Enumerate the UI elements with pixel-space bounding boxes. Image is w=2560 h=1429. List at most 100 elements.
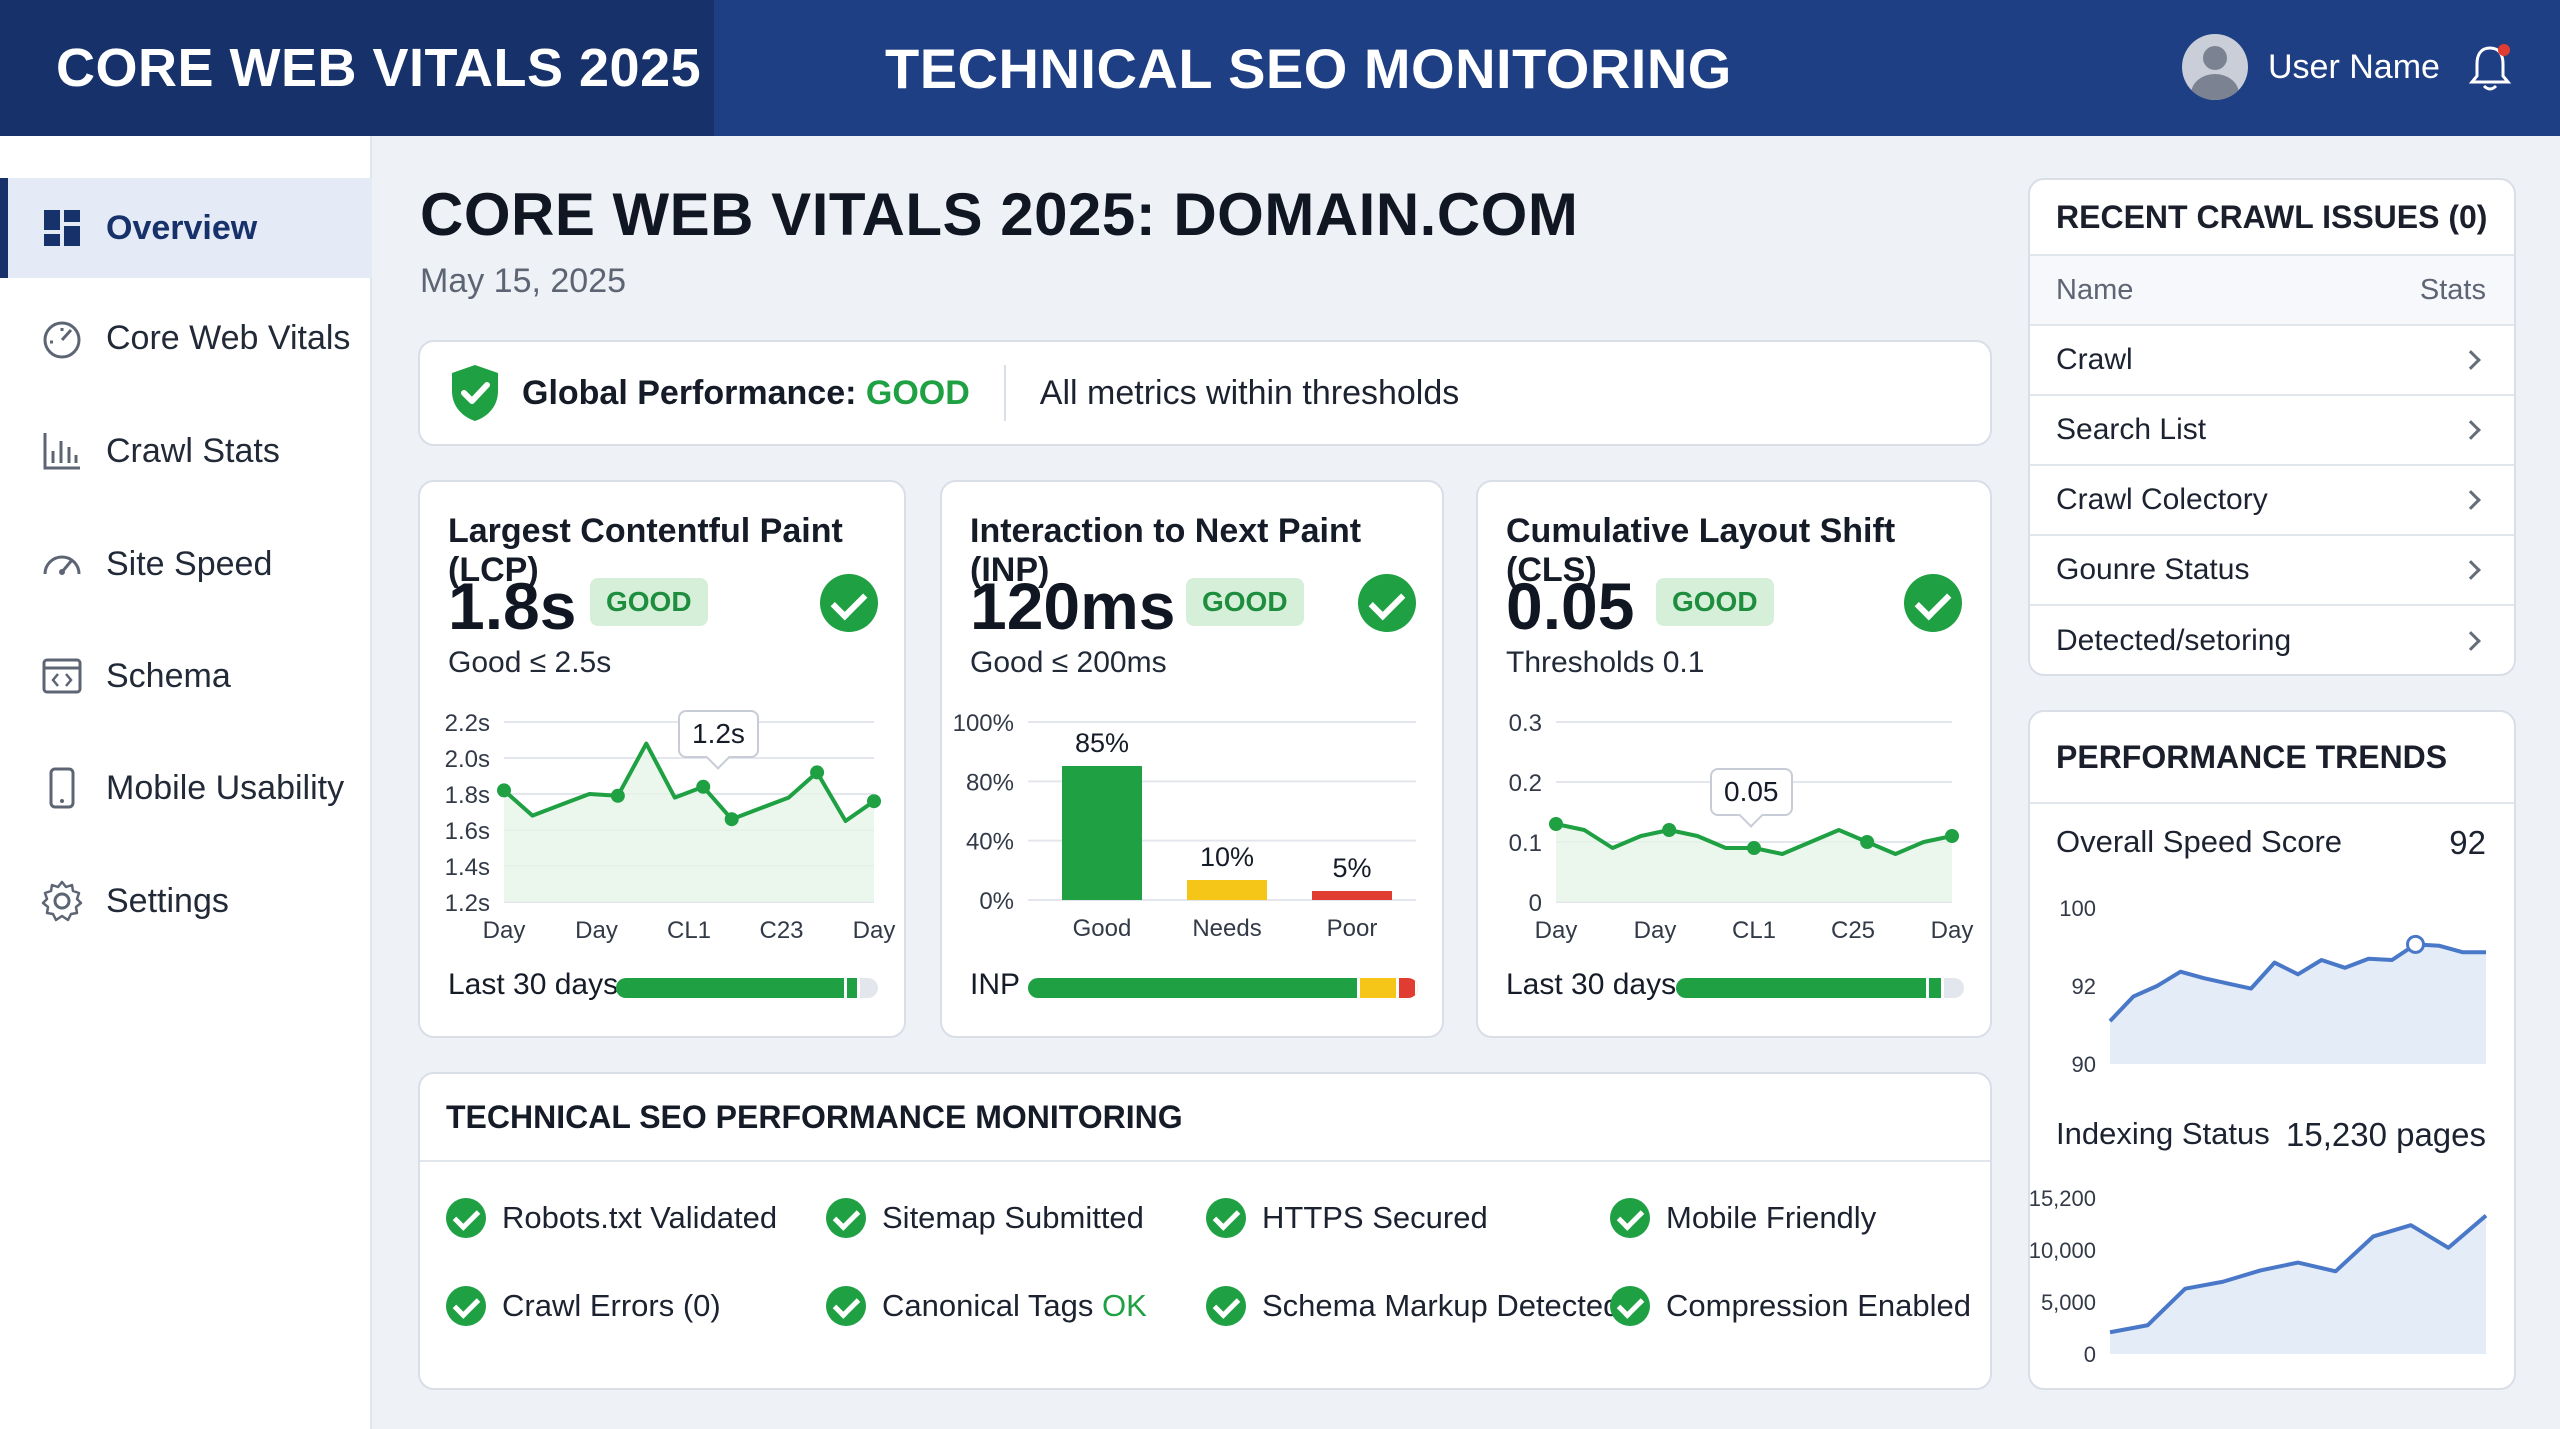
checklist-item: Crawl Errors (0) <box>446 1286 721 1326</box>
checklist-item: Sitemap Submitted <box>826 1198 1144 1238</box>
x-tick-label: Day <box>1634 917 1677 944</box>
checklist-item-label: Schema Markup Detected <box>1262 1288 1621 1323</box>
table-row[interactable]: Gounre Status <box>2030 536 2514 606</box>
row-label: Gounre Status <box>2056 553 2250 586</box>
y-tick-label: 1.8s <box>445 782 490 809</box>
sidebar-item-site-speed[interactable]: Site Speed <box>0 514 372 614</box>
check-icon <box>820 574 878 632</box>
y-tick-label: 0.1 <box>1509 830 1542 857</box>
inp-chart: 100% 80% 40% 0% 85% Good 10% Needs 5% Poor <box>953 710 1416 942</box>
x-tick-label: C25 <box>1831 917 1875 944</box>
metric-threshold: Good ≤ 2.5s <box>448 646 612 679</box>
series-area <box>2110 1215 2486 1354</box>
data-point <box>2406 934 2425 954</box>
brand: CORE WEB VITALS 2025 <box>0 0 714 136</box>
table-row[interactable]: Crawl Colectory <box>2030 466 2514 536</box>
column-header-stats[interactable]: Stats <box>2419 273 2486 306</box>
check-circle-icon <box>826 1286 866 1326</box>
y-tick-label: 5,000 <box>2041 1290 2096 1315</box>
table-row[interactable]: Detected/setoring <box>2030 606 2514 676</box>
x-tick-label: Good <box>1073 915 1132 942</box>
data-label: 10% <box>1200 842 1254 872</box>
sidebar-item-mobile-usability[interactable]: Mobile Usability <box>0 738 372 838</box>
table-row[interactable]: Crawl <box>2030 326 2514 396</box>
indexing-row: Indexing Status 15,230 pages <box>2056 1116 2486 1154</box>
footer-label: INP <box>970 968 1021 1001</box>
data-label: 5% <box>1332 853 1371 883</box>
avatar[interactable] <box>2182 34 2248 100</box>
x-tick-label: C23 <box>759 917 803 944</box>
y-tick-label: 0% <box>979 888 1014 915</box>
y-tick-label: 0 <box>2084 1342 2096 1367</box>
data-point <box>1747 841 1761 855</box>
user-name[interactable]: User Name <box>2268 47 2440 86</box>
metric-title: Largest Contentful Paint (LCP) <box>448 512 843 589</box>
series-area <box>2110 944 2486 1064</box>
y-tick-label: 40% <box>966 829 1014 856</box>
x-tick-label: CL1 <box>667 917 711 944</box>
data-point <box>1662 823 1677 837</box>
brand-title: CORE WEB VITALS 2025 <box>56 38 702 98</box>
panel-title: PERFORMANCE TRENDS <box>2030 712 2514 804</box>
checklist-item-label: Mobile Friendly <box>1666 1200 1877 1235</box>
status-badge: GOOD <box>590 578 708 626</box>
shield-check-icon <box>452 365 498 421</box>
sidebar-item-crawl-stats[interactable]: Crawl Stats <box>0 401 372 501</box>
indexing-value: 15,230 pages <box>2285 1116 2486 1153</box>
progress-bar <box>616 978 878 998</box>
sidebar-item-settings[interactable]: Settings <box>0 851 372 951</box>
x-tick-label: Day <box>853 917 896 944</box>
header-title: TECHNICAL SEO MONITORING <box>885 36 1732 100</box>
progress-segment-needs <box>1359 978 1399 998</box>
status-badge: GOOD <box>1656 578 1774 626</box>
y-tick-label: 0 <box>1529 890 1542 917</box>
sidebar-item-label: Mobile Usability <box>106 768 345 807</box>
gear-icon <box>41 880 83 922</box>
progress-segment-poor <box>1398 978 1418 998</box>
check-icon <box>1904 574 1962 632</box>
checklist-title: TECHNICAL SEO PERFORMANCE MONITORING <box>420 1074 1990 1162</box>
lcp-card: Largest Contentful Paint (LCP) 1.8s GOOD… <box>418 480 906 1038</box>
column-header-name[interactable]: Name <box>2056 273 2134 306</box>
sidebar-item-overview[interactable]: Overview <box>0 178 372 278</box>
user-menu[interactable]: User Name <box>2182 34 2440 100</box>
seo-checklist: TECHNICAL SEO PERFORMANCE MONITORING Rob… <box>418 1072 1992 1390</box>
bar <box>1187 880 1267 900</box>
x-tick-label: CL1 <box>1732 917 1776 944</box>
sidebar: Overview Core Web Vitals Crawl Stats Sit… <box>0 136 372 1429</box>
gauge-icon <box>43 321 81 359</box>
check-circle-icon <box>1610 1286 1650 1326</box>
sidebar-item-core-web-vitals[interactable]: Core Web Vitals <box>0 288 372 388</box>
y-tick-label: 80% <box>966 769 1014 796</box>
x-tick-label: Day <box>483 917 526 944</box>
check-circle-icon <box>1206 1198 1246 1238</box>
x-tick-label: Day <box>1931 917 1974 944</box>
row-label: Crawl <box>2056 343 2133 376</box>
y-tick-label: 15,200 <box>2030 1186 2096 1211</box>
global-label-text: Global Performance: <box>522 373 857 412</box>
data-point <box>810 765 825 780</box>
sidebar-item-label: Site Speed <box>106 544 273 583</box>
sidebar-item-schema[interactable]: Schema <box>0 626 372 726</box>
chevron-right-icon <box>2461 560 2481 580</box>
crawl-issues-panel: RECENT CRAWL ISSUES (0) Name Stats Crawl… <box>2028 178 2516 676</box>
y-tick-label: 100% <box>953 710 1014 737</box>
bell-icon[interactable] <box>2468 42 2512 94</box>
data-point <box>696 779 711 794</box>
mobile-icon <box>49 767 75 809</box>
chevron-right-icon <box>2461 631 2481 651</box>
footer-label: Last 30 days <box>448 968 619 1001</box>
checklist-item-label: Compression Enabled <box>1666 1288 1972 1323</box>
y-tick-label: 0.3 <box>1509 710 1542 737</box>
y-tick-label: 1.6s <box>445 818 490 845</box>
metric-value: 1.8s <box>448 569 577 643</box>
data-point <box>867 794 881 809</box>
check-circle-icon <box>1206 1286 1246 1326</box>
sidebar-item-label: Settings <box>106 881 229 920</box>
y-tick-label: 1.4s <box>445 854 490 881</box>
table-row[interactable]: Search List <box>2030 396 2514 466</box>
progress-segment-good <box>1676 978 1930 998</box>
checklist-item: Compression Enabled <box>1610 1286 1971 1326</box>
checklist-item-status: OK <box>1102 1288 1147 1323</box>
inp-card: Interaction to Next Paint (INP) 120ms GO… <box>940 480 1444 1038</box>
